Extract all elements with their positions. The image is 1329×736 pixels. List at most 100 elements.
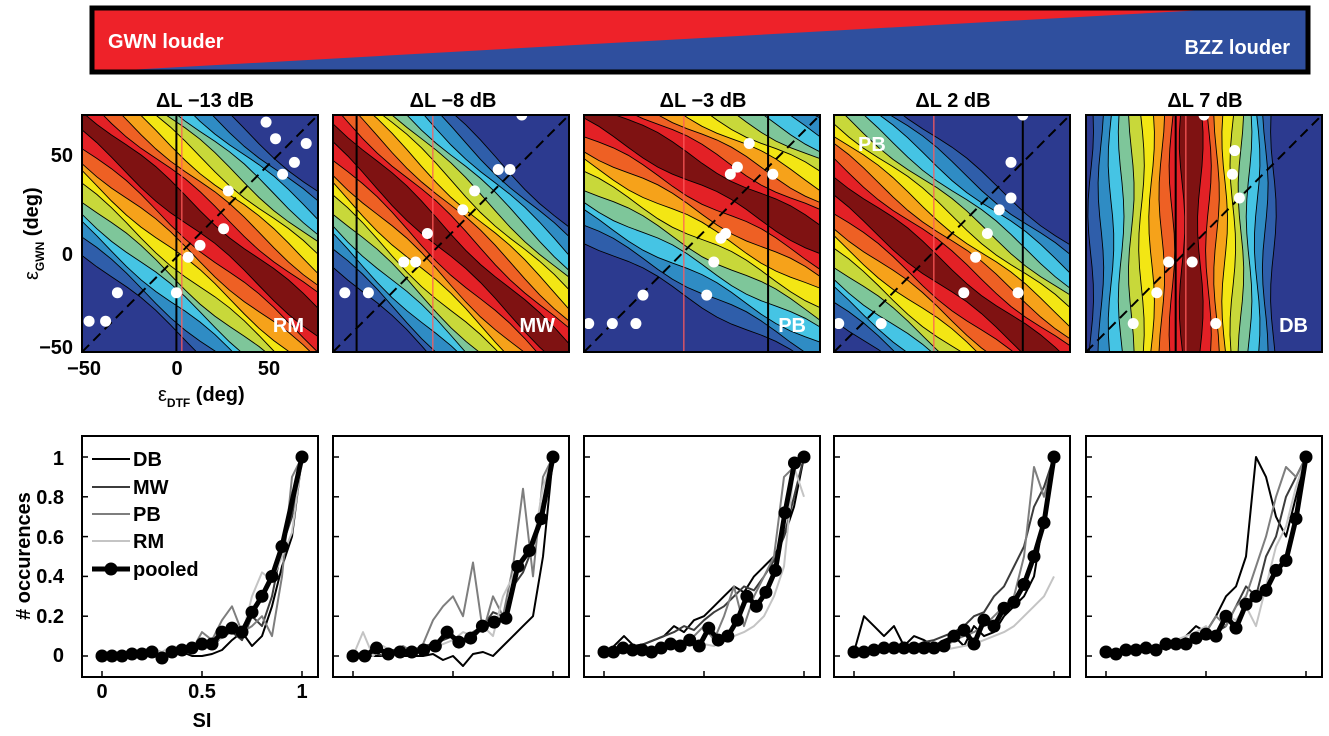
occurrence-panel-5 — [1085, 435, 1323, 678]
response-dot — [492, 164, 504, 176]
pooled-point — [626, 643, 640, 657]
pooled-point — [857, 645, 871, 659]
response-dot — [1210, 318, 1222, 330]
response-dot — [731, 161, 743, 173]
pooled-point — [1027, 550, 1041, 563]
response-dot — [637, 289, 649, 301]
pooled-point — [135, 647, 149, 661]
contour-ytick-0: 0 — [62, 244, 73, 266]
contour-frame — [833, 114, 1071, 353]
contour-xtick-0: 0 — [171, 358, 182, 380]
ytick-0.4: 0.4 — [36, 566, 65, 588]
response-dot — [1012, 287, 1024, 299]
response-dot — [410, 256, 422, 268]
response-dot — [1229, 145, 1241, 157]
pooled-point — [358, 649, 372, 663]
pooled-point — [464, 631, 478, 645]
pooled-point — [1249, 589, 1263, 603]
contour-panel-2: MW — [332, 114, 570, 353]
pooled-point — [797, 450, 811, 464]
response-dot — [606, 318, 618, 330]
pooled-point — [597, 645, 611, 659]
pooled-point — [1169, 637, 1183, 651]
response-dot — [516, 115, 528, 121]
diagonal-reference-line — [584, 115, 820, 352]
panel-title-1: ΔL −13 dB — [156, 90, 254, 112]
response-dot — [194, 239, 206, 251]
contour-xtick-neg50: −50 — [67, 358, 101, 380]
pooled-point — [778, 506, 792, 520]
pooled-point — [295, 450, 309, 464]
response-dot — [701, 289, 713, 301]
contour-panels: RM MW PB PB DB — [81, 114, 1323, 353]
pooled-point — [265, 569, 279, 583]
response-dot — [170, 287, 182, 299]
legend-label-db: DB — [133, 449, 162, 471]
panel-title-4: ΔL 2 dB — [915, 90, 990, 112]
pooled-point — [346, 649, 360, 663]
pooled-point — [522, 544, 536, 558]
panel-title-5: ΔL 7 dB — [1167, 90, 1242, 112]
xlabel-epsilon: ε — [158, 384, 167, 406]
response-dot — [457, 204, 469, 216]
pooled-point — [867, 643, 881, 657]
legend-label-pooled: pooled — [133, 559, 199, 581]
contour-panel-5: DB — [1085, 114, 1323, 353]
pooled-point — [1179, 637, 1193, 651]
legend-label-pb: PB — [133, 504, 161, 526]
occurrence-panel-3 — [583, 435, 821, 678]
response-dot — [958, 287, 970, 299]
pooled-point — [546, 450, 560, 464]
pooled-point — [927, 641, 941, 655]
diagonal-reference-line — [1086, 115, 1322, 352]
xtick-0: 0 — [96, 681, 107, 703]
xlabel-sub: DTF — [167, 396, 190, 410]
pooled-point — [1129, 643, 1143, 657]
pooled-point — [947, 629, 961, 643]
response-dot — [362, 287, 374, 299]
response-dot — [277, 168, 289, 180]
response-dot — [970, 251, 982, 263]
pooled-point — [475, 619, 489, 633]
pooled-point — [957, 623, 971, 637]
ytick-0.2: 0.2 — [36, 606, 64, 628]
response-dot — [1151, 287, 1163, 299]
pooled-point — [967, 637, 981, 651]
response-dot — [469, 185, 481, 197]
response-dot — [1017, 115, 1029, 121]
listener-label: MW — [519, 315, 555, 337]
response-dot — [182, 251, 194, 263]
pooled-point — [1229, 621, 1243, 635]
pooled-point — [907, 641, 921, 655]
pooled-point — [987, 619, 1001, 633]
pooled-point — [105, 649, 119, 663]
pooled-point — [1239, 597, 1253, 611]
pooled-point — [787, 456, 801, 470]
response-dot — [100, 315, 112, 327]
pooled-point — [1289, 512, 1303, 526]
response-dot — [708, 256, 720, 268]
contour-band — [834, 176, 1061, 352]
response-dot — [1186, 256, 1198, 268]
pooled-point — [917, 641, 931, 655]
pooled-point — [225, 621, 239, 635]
pooled-point — [428, 639, 442, 653]
pooled-point — [1139, 641, 1153, 655]
pooled-point — [1119, 643, 1133, 657]
pooled-point — [759, 585, 773, 599]
response-dot — [1127, 318, 1139, 330]
pooled-point — [1209, 629, 1223, 643]
response-dot — [222, 185, 234, 197]
response-dot — [1233, 192, 1245, 204]
response-dot — [398, 256, 410, 268]
contour-axes: 50 0 −50 −50 0 50 εDTF (deg) εGWN (deg) — [21, 145, 280, 410]
response-dot — [875, 318, 887, 330]
response-dot — [1005, 156, 1017, 168]
ylabel-occurences: # occurences — [13, 492, 35, 620]
response-dot — [270, 133, 282, 145]
pooled-point — [381, 647, 395, 661]
panel-title-2: ΔL −8 dB — [410, 90, 497, 112]
contour-band — [82, 115, 318, 338]
contour-ylabel: εGWN (deg) — [21, 187, 47, 280]
